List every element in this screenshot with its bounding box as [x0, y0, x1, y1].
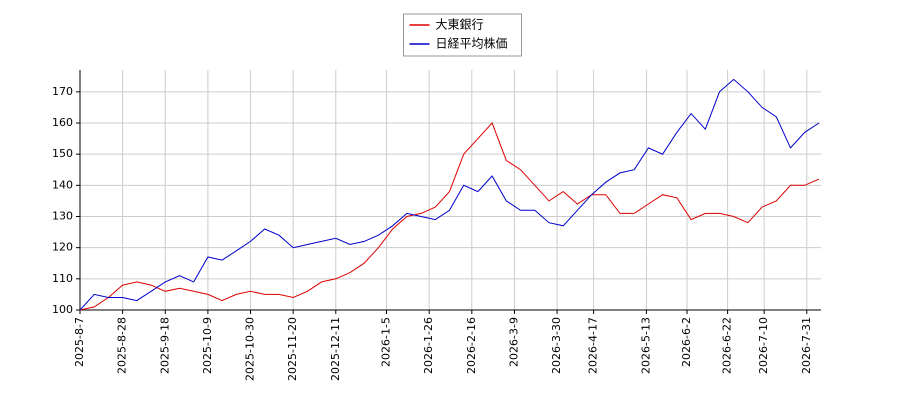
y-tick-label: 100 [52, 303, 73, 316]
x-tick-label: 2026-7-31 [800, 317, 813, 374]
x-tick-label: 2025-11-20 [286, 317, 299, 381]
x-tick-label: 2026-2-16 [465, 317, 478, 374]
legend-label: 大東銀行 [436, 18, 484, 32]
x-tick-label: 2026-7-10 [757, 317, 770, 374]
x-tick-label: 2026-4-17 [587, 317, 600, 374]
x-tick-label: 2026-6-22 [721, 317, 734, 374]
x-tick-label: 2026-6-2 [680, 317, 693, 367]
x-tick-label: 2026-1-26 [422, 317, 435, 374]
series-line [79, 78, 820, 311]
x-tick-label: 2025-8-7 [73, 317, 86, 367]
legend-label: 日経平均株価 [436, 36, 508, 51]
x-tick-label: 2025-10-9 [201, 317, 214, 374]
legend-box [403, 13, 522, 57]
y-tick-label: 170 [52, 85, 73, 98]
y-tick-label: 140 [52, 178, 73, 191]
x-tick-label: 2026-5-13 [639, 317, 652, 374]
series-line [79, 122, 820, 311]
y-tick-label: 120 [52, 241, 73, 254]
x-tick-label: 2025-12-11 [329, 317, 342, 381]
x-tick-label: 2025-10-30 [244, 317, 257, 381]
y-tick-label: 130 [52, 209, 73, 222]
x-tick-label: 2026-3-9 [507, 317, 520, 367]
y-tick-label: 110 [52, 272, 73, 285]
x-tick-label: 2026-1-5 [380, 317, 393, 367]
x-tick-label: 2025-9-18 [158, 317, 171, 374]
y-tick-label: 160 [52, 116, 73, 129]
y-tick-label: 150 [52, 147, 73, 160]
x-tick-label: 2025-8-28 [116, 317, 129, 374]
x-tick-label: 2026-3-30 [550, 317, 563, 374]
